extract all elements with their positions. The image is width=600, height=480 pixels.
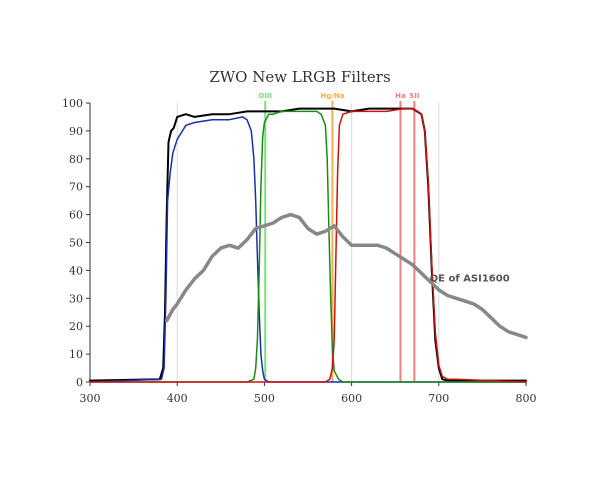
series-line-green-curve: [89, 110, 527, 383]
y-tick-label: 80: [69, 153, 83, 166]
y-tick-label: 0: [76, 376, 83, 389]
marker-label: OIII: [258, 92, 272, 100]
y-tick-label: 20: [69, 320, 83, 333]
series-line-qe-curve: [164, 212, 528, 340]
x-tick-label: 600: [341, 392, 362, 405]
series-line-red-curve: [89, 107, 527, 383]
series-line-blue-curve: [89, 116, 527, 383]
y-tick-label: 60: [69, 209, 83, 222]
x-tick-label: 500: [254, 392, 275, 405]
x-tick-label: 800: [516, 392, 537, 405]
series-line-black-curve: [89, 107, 527, 382]
chart-title: ZWO New LRGB Filters: [209, 68, 390, 86]
y-tick-label: 30: [69, 292, 83, 305]
y-tick-label: 50: [69, 237, 83, 250]
marker-label: Ha: [395, 92, 406, 100]
x-tick-label: 700: [428, 392, 449, 405]
plot-area: 0 10 20 30 40 50 60 70 80 90 100 300 400 500 600 700 800…: [62, 92, 537, 405]
annotation-qe-label: QE of ASI1600: [430, 273, 510, 284]
x-tick-label: 400: [167, 392, 188, 405]
y-tick-label: 100: [62, 97, 83, 110]
marker-label: SII: [409, 92, 419, 100]
x-tick-label: 300: [80, 392, 101, 405]
y-tick-label: 10: [69, 348, 83, 361]
marker-label: Hg/Na: [320, 92, 344, 100]
y-tick-label: 70: [69, 181, 83, 194]
y-tick-label: 90: [69, 125, 83, 138]
y-tick-label: 40: [69, 264, 83, 277]
